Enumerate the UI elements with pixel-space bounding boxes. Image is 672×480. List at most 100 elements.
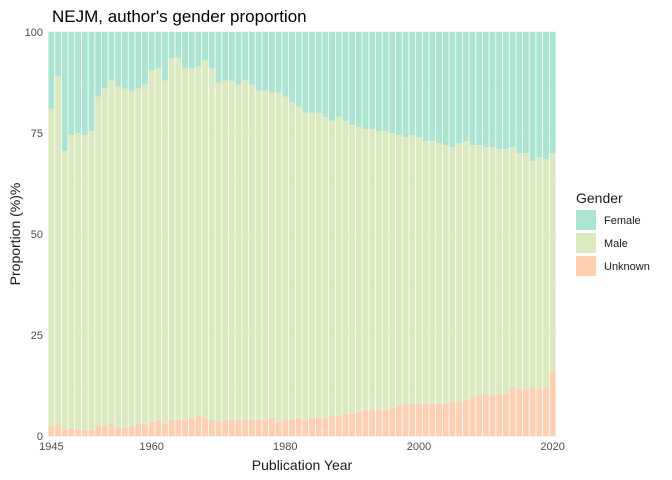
bar-segment-male-2013: [502, 149, 509, 394]
bar-segment-female-2009: [476, 32, 483, 146]
bar-segment-unknown-1977: [262, 419, 269, 436]
bar-segment-female-1955: [115, 32, 122, 87]
bar-segment-unknown-1995: [382, 409, 389, 436]
bar-segment-male-1975: [248, 84, 255, 420]
bar-segment-male-1986: [322, 116, 329, 418]
bar-segment-male-1964: [175, 58, 182, 420]
bar-segment-unknown-1945: [48, 425, 55, 436]
bar-segment-unknown-1969: [208, 419, 215, 436]
bar-segment-male-1994: [375, 130, 382, 410]
bar-segment-unknown-1968: [202, 417, 209, 436]
bar-segment-unknown-1992: [362, 409, 369, 436]
bar-segment-male-1974: [242, 80, 249, 420]
bar-segment-female-1951: [88, 32, 95, 131]
bar-segment-unknown-1952: [95, 425, 102, 436]
bar-segment-male-1956: [121, 88, 128, 428]
bar-segment-male-1982: [295, 106, 302, 418]
bar-segment-male-1953: [101, 88, 108, 426]
bar-segment-male-1988: [335, 116, 342, 416]
bar-segment-female-1979: [275, 32, 282, 93]
bar-segment-male-1996: [389, 133, 396, 408]
bar-segment-male-1945: [48, 108, 55, 426]
bar-segment-unknown-2012: [496, 393, 503, 436]
bar-segment-female-2020: [549, 32, 556, 154]
bar-segment-female-2011: [489, 32, 496, 148]
bar-segment-male-1958: [135, 88, 142, 424]
bar-segment-female-2010: [482, 32, 489, 148]
y-tick-label: 100: [25, 27, 43, 39]
bar-segment-female-1948: [68, 32, 75, 136]
bar-segment-unknown-1972: [228, 419, 235, 436]
bar-segment-male-1957: [128, 90, 135, 426]
bar-segment-unknown-1963: [168, 419, 175, 436]
bar-segment-female-1952: [95, 32, 102, 97]
bar-segment-male-2018: [536, 157, 543, 390]
bar-segment-female-1972: [228, 32, 235, 81]
bar-segment-unknown-1951: [88, 429, 95, 436]
bar-segment-female-2012: [496, 32, 503, 150]
bar-segment-male-1949: [75, 133, 82, 430]
bar-segment-unknown-1958: [135, 423, 142, 436]
bar-segment-female-1963: [168, 32, 175, 59]
bar-segment-male-1978: [268, 92, 275, 418]
bar-segment-unknown-1970: [215, 421, 222, 436]
bar-segment-female-1978: [268, 32, 275, 93]
bar-segment-unknown-1967: [195, 415, 202, 436]
bar-segment-male-2004: [442, 145, 449, 404]
bar-segment-unknown-1990: [349, 413, 356, 436]
bar-segment-unknown-1989: [342, 413, 349, 436]
bar-segment-female-1962: [162, 32, 168, 81]
bar-segment-unknown-2007: [462, 399, 469, 436]
bar-segment-unknown-2011: [489, 395, 496, 436]
bar-segment-unknown-2002: [429, 403, 436, 436]
bar-segment-female-1950: [81, 32, 88, 136]
bar-segment-male-1962: [162, 80, 168, 424]
bar-segment-female-1964: [175, 32, 182, 59]
bar-segment-female-1954: [108, 32, 115, 81]
bar-segment-female-1947: [61, 32, 68, 152]
bar-segment-unknown-2020: [549, 371, 556, 436]
bar-segment-male-1983: [302, 112, 309, 420]
bar-segment-male-1999: [409, 135, 416, 404]
bar-segment-unknown-1984: [309, 417, 315, 436]
bar-segment-unknown-1965: [182, 419, 188, 436]
x-tick-label: 2020: [540, 441, 564, 453]
bar-segment-female-1988: [335, 32, 342, 117]
bar-segment-female-1945: [48, 32, 55, 109]
bar-segment-female-2014: [509, 32, 516, 148]
bar-segment-unknown-1953: [101, 425, 108, 436]
bar-segment-female-1999: [409, 32, 416, 136]
bar-segment-female-1998: [402, 32, 409, 138]
bar-segment-unknown-1959: [141, 423, 148, 436]
bar-segment-male-1959: [141, 84, 148, 424]
legend-label-female: Female: [604, 215, 641, 227]
bar-segment-male-1989: [342, 120, 349, 414]
y-axis-title: Proportion (%)%: [7, 183, 23, 286]
bar-segment-male-1997: [395, 135, 402, 406]
bar-segment-unknown-1978: [268, 417, 275, 436]
bar-segment-male-1950: [81, 135, 88, 430]
bar-segment-unknown-1996: [389, 407, 396, 436]
x-tick-label: 1945: [39, 441, 63, 453]
bar-segment-female-2003: [436, 32, 442, 144]
bar-segment-male-1992: [362, 128, 369, 410]
bar-segment-male-1970: [215, 82, 222, 422]
bar-segment-male-2003: [436, 143, 442, 404]
bar-segment-male-2008: [469, 145, 476, 398]
bar-segment-male-1971: [222, 80, 229, 420]
bar-segment-male-1995: [382, 130, 389, 410]
bar-segment-unknown-2004: [442, 403, 449, 436]
bar-segment-female-1960: [148, 32, 155, 71]
bars: [48, 32, 556, 436]
bar-segment-unknown-1961: [155, 419, 162, 436]
bar-segment-male-2002: [429, 141, 436, 404]
bar-segment-male-1960: [148, 70, 155, 422]
bar-segment-unknown-1962: [162, 423, 168, 436]
bar-segment-unknown-2000: [416, 403, 422, 436]
bar-segment-male-1998: [402, 137, 409, 404]
bar-segment-unknown-1947: [61, 429, 68, 436]
bar-segment-female-2015: [516, 32, 523, 154]
bar-segment-male-2015: [516, 153, 523, 390]
bar-segment-female-1977: [262, 32, 269, 91]
bar-segment-female-1987: [329, 32, 336, 121]
